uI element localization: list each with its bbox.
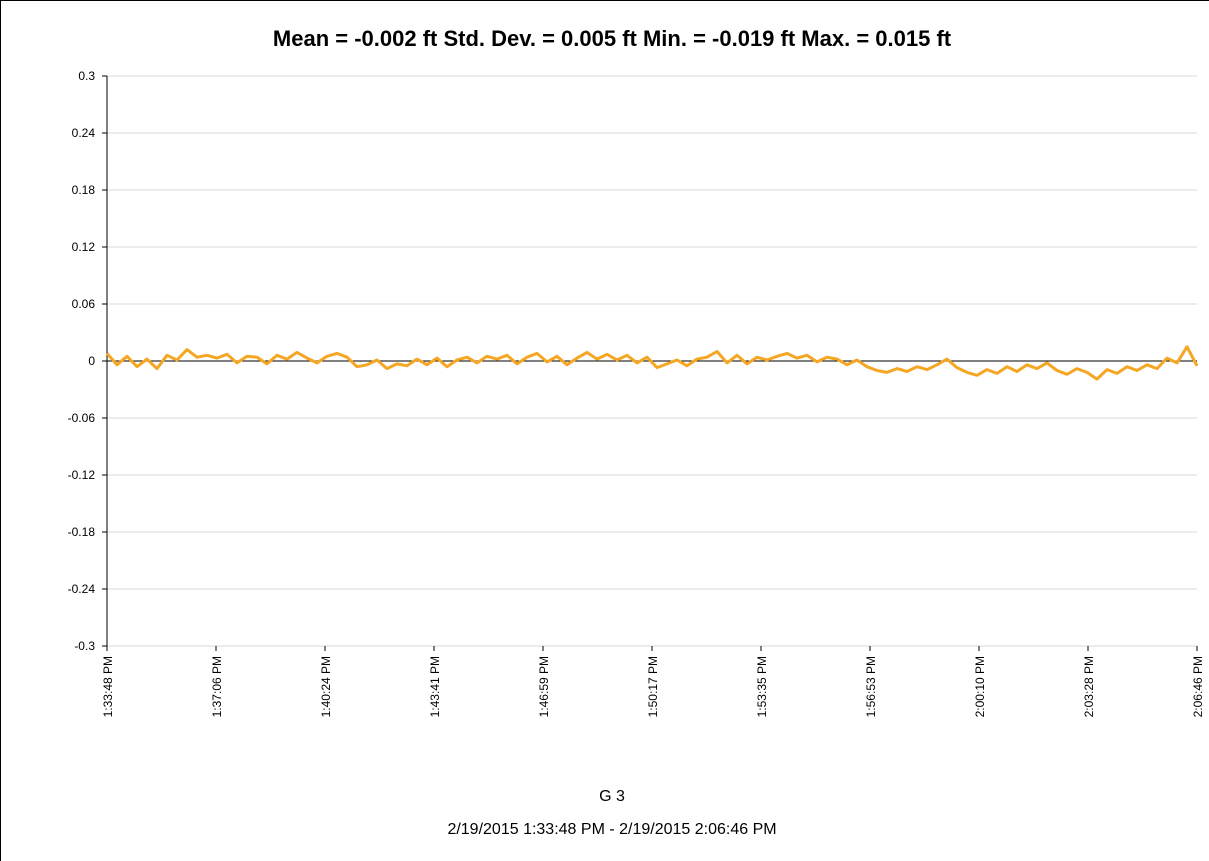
y-tick-label: 0.18 xyxy=(72,183,96,197)
y-tick-label: -0.3 xyxy=(74,639,95,653)
y-tick-label: 0.06 xyxy=(72,297,96,311)
x-tick-label: 1:53:35 PM xyxy=(755,656,769,717)
y-tick-label: 0 xyxy=(88,354,95,368)
x-tick-label: 1:56:53 PM xyxy=(864,656,878,717)
x-tick-label: 1:43:41 PM xyxy=(428,656,442,717)
y-tick-label: 0.24 xyxy=(72,126,96,140)
x-tick-label: 2:00:10 PM xyxy=(973,656,987,717)
x-tick-label: 2:03:28 PM xyxy=(1082,656,1096,717)
y-tick-label: -0.06 xyxy=(68,411,96,425)
x-tick-label: 2:06:46 PM xyxy=(1191,656,1205,717)
x-tick-label: 1:46:59 PM xyxy=(537,656,551,717)
y-tick-label: 0.3 xyxy=(78,69,95,83)
x-axis-title: G 3 xyxy=(599,788,625,805)
x-tick-label: 1:33:48 PM xyxy=(101,656,115,717)
y-tick-label: -0.12 xyxy=(68,468,96,482)
y-tick-label: -0.24 xyxy=(68,582,96,596)
chart-title: Mean = -0.002 ft Std. Dev. = 0.005 ft Mi… xyxy=(273,26,952,51)
data-line xyxy=(105,345,1199,381)
y-tick-label: -0.18 xyxy=(68,525,96,539)
x-tick-label: 1:50:17 PM xyxy=(646,656,660,717)
x-tick-label: 1:37:06 PM xyxy=(210,656,224,717)
y-tick-label: 0.12 xyxy=(72,240,96,254)
x-axis-subtitle: 2/19/2015 1:33:48 PM - 2/19/2015 2:06:46… xyxy=(447,821,776,838)
x-tick-label: 1:40:24 PM xyxy=(319,656,333,717)
